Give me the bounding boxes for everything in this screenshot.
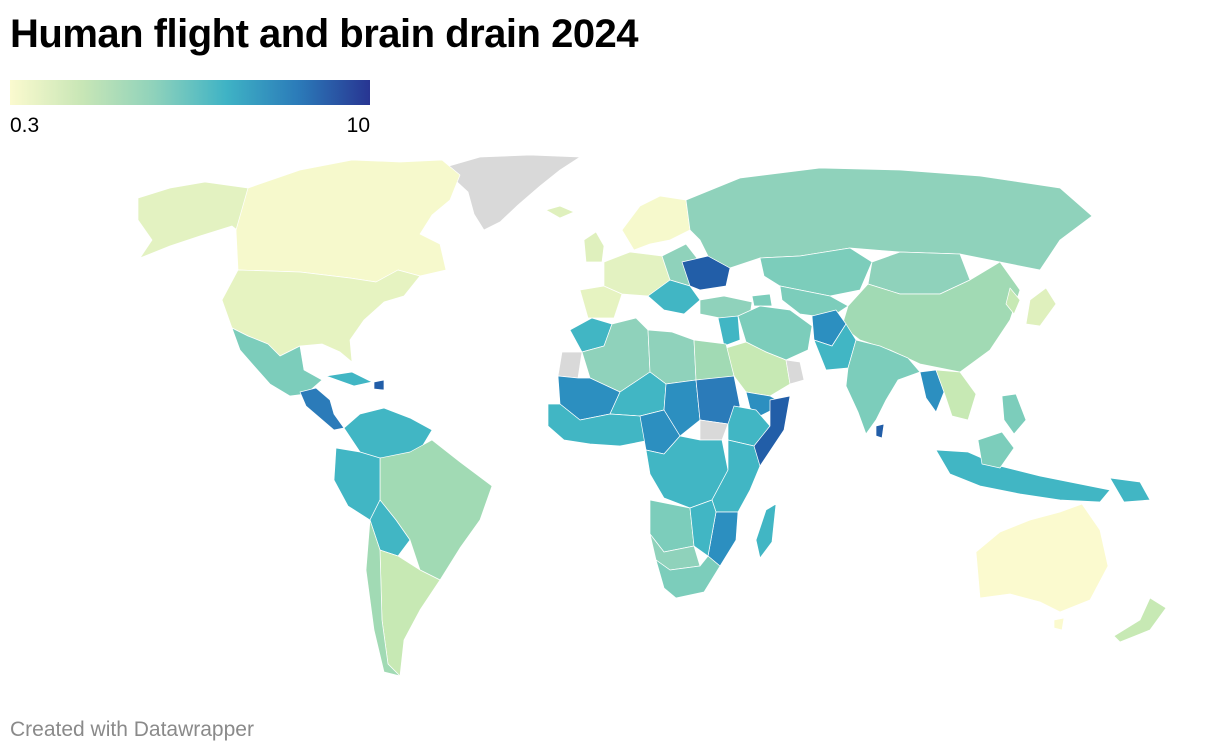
region-japan[interactable] (1025, 287, 1057, 327)
region-myanmar[interactable] (919, 369, 945, 413)
credit-text: Created with Datawrapper (10, 718, 254, 741)
region-gulf-states[interactable] (785, 359, 805, 385)
region-mexico[interactable] (231, 327, 323, 397)
region-southeast-asia[interactable] (935, 369, 977, 421)
region-canada[interactable] (235, 159, 461, 283)
region-greenland[interactable] (441, 154, 581, 231)
legend-max-label: 10 (346, 114, 370, 137)
region-iceland[interactable] (545, 205, 575, 219)
region-uk-ireland[interactable] (583, 231, 605, 263)
region-philippines[interactable] (1001, 393, 1027, 435)
region-central-america[interactable] (299, 387, 345, 431)
region-haiti[interactable] (373, 379, 385, 391)
region-borneo[interactable] (977, 431, 1015, 469)
region-korea[interactable] (1005, 287, 1021, 315)
region-iberia[interactable] (579, 285, 623, 319)
region-tasmania[interactable] (1053, 617, 1065, 631)
chart-title: Human flight and brain drain 2024 (10, 12, 639, 56)
region-australia[interactable] (975, 503, 1109, 613)
region-alaska[interactable] (137, 181, 251, 259)
region-peru[interactable] (333, 447, 381, 521)
region-india[interactable] (845, 339, 921, 435)
region-madagascar[interactable] (755, 503, 777, 559)
region-caucasus[interactable] (751, 293, 773, 307)
region-western-sahara[interactable] (557, 351, 583, 379)
region-indonesia[interactable] (935, 449, 1111, 503)
legend-min-label: 0.3 (10, 114, 40, 137)
region-papua-new-guinea[interactable] (1109, 477, 1151, 503)
region-sri-lanka[interactable] (875, 423, 885, 439)
region-egypt[interactable] (693, 339, 735, 381)
region-chad[interactable] (663, 379, 701, 437)
region-central-asia[interactable] (779, 285, 849, 319)
region-russia[interactable] (685, 167, 1093, 271)
color-legend: 0.3 10 (10, 80, 370, 138)
world-choropleth-map (137, 154, 1167, 677)
region-chile[interactable] (365, 519, 401, 677)
legend-gradient-bar (10, 80, 370, 105)
region-new-zealand[interactable] (1113, 597, 1167, 643)
region-kazakhstan[interactable] (759, 247, 873, 297)
region-zambia-zimbabwe[interactable] (689, 499, 717, 557)
region-south-africa[interactable] (655, 555, 721, 599)
region-scandinavia[interactable] (621, 195, 691, 251)
region-cuba[interactable] (325, 371, 373, 387)
region-levant[interactable] (717, 315, 741, 347)
